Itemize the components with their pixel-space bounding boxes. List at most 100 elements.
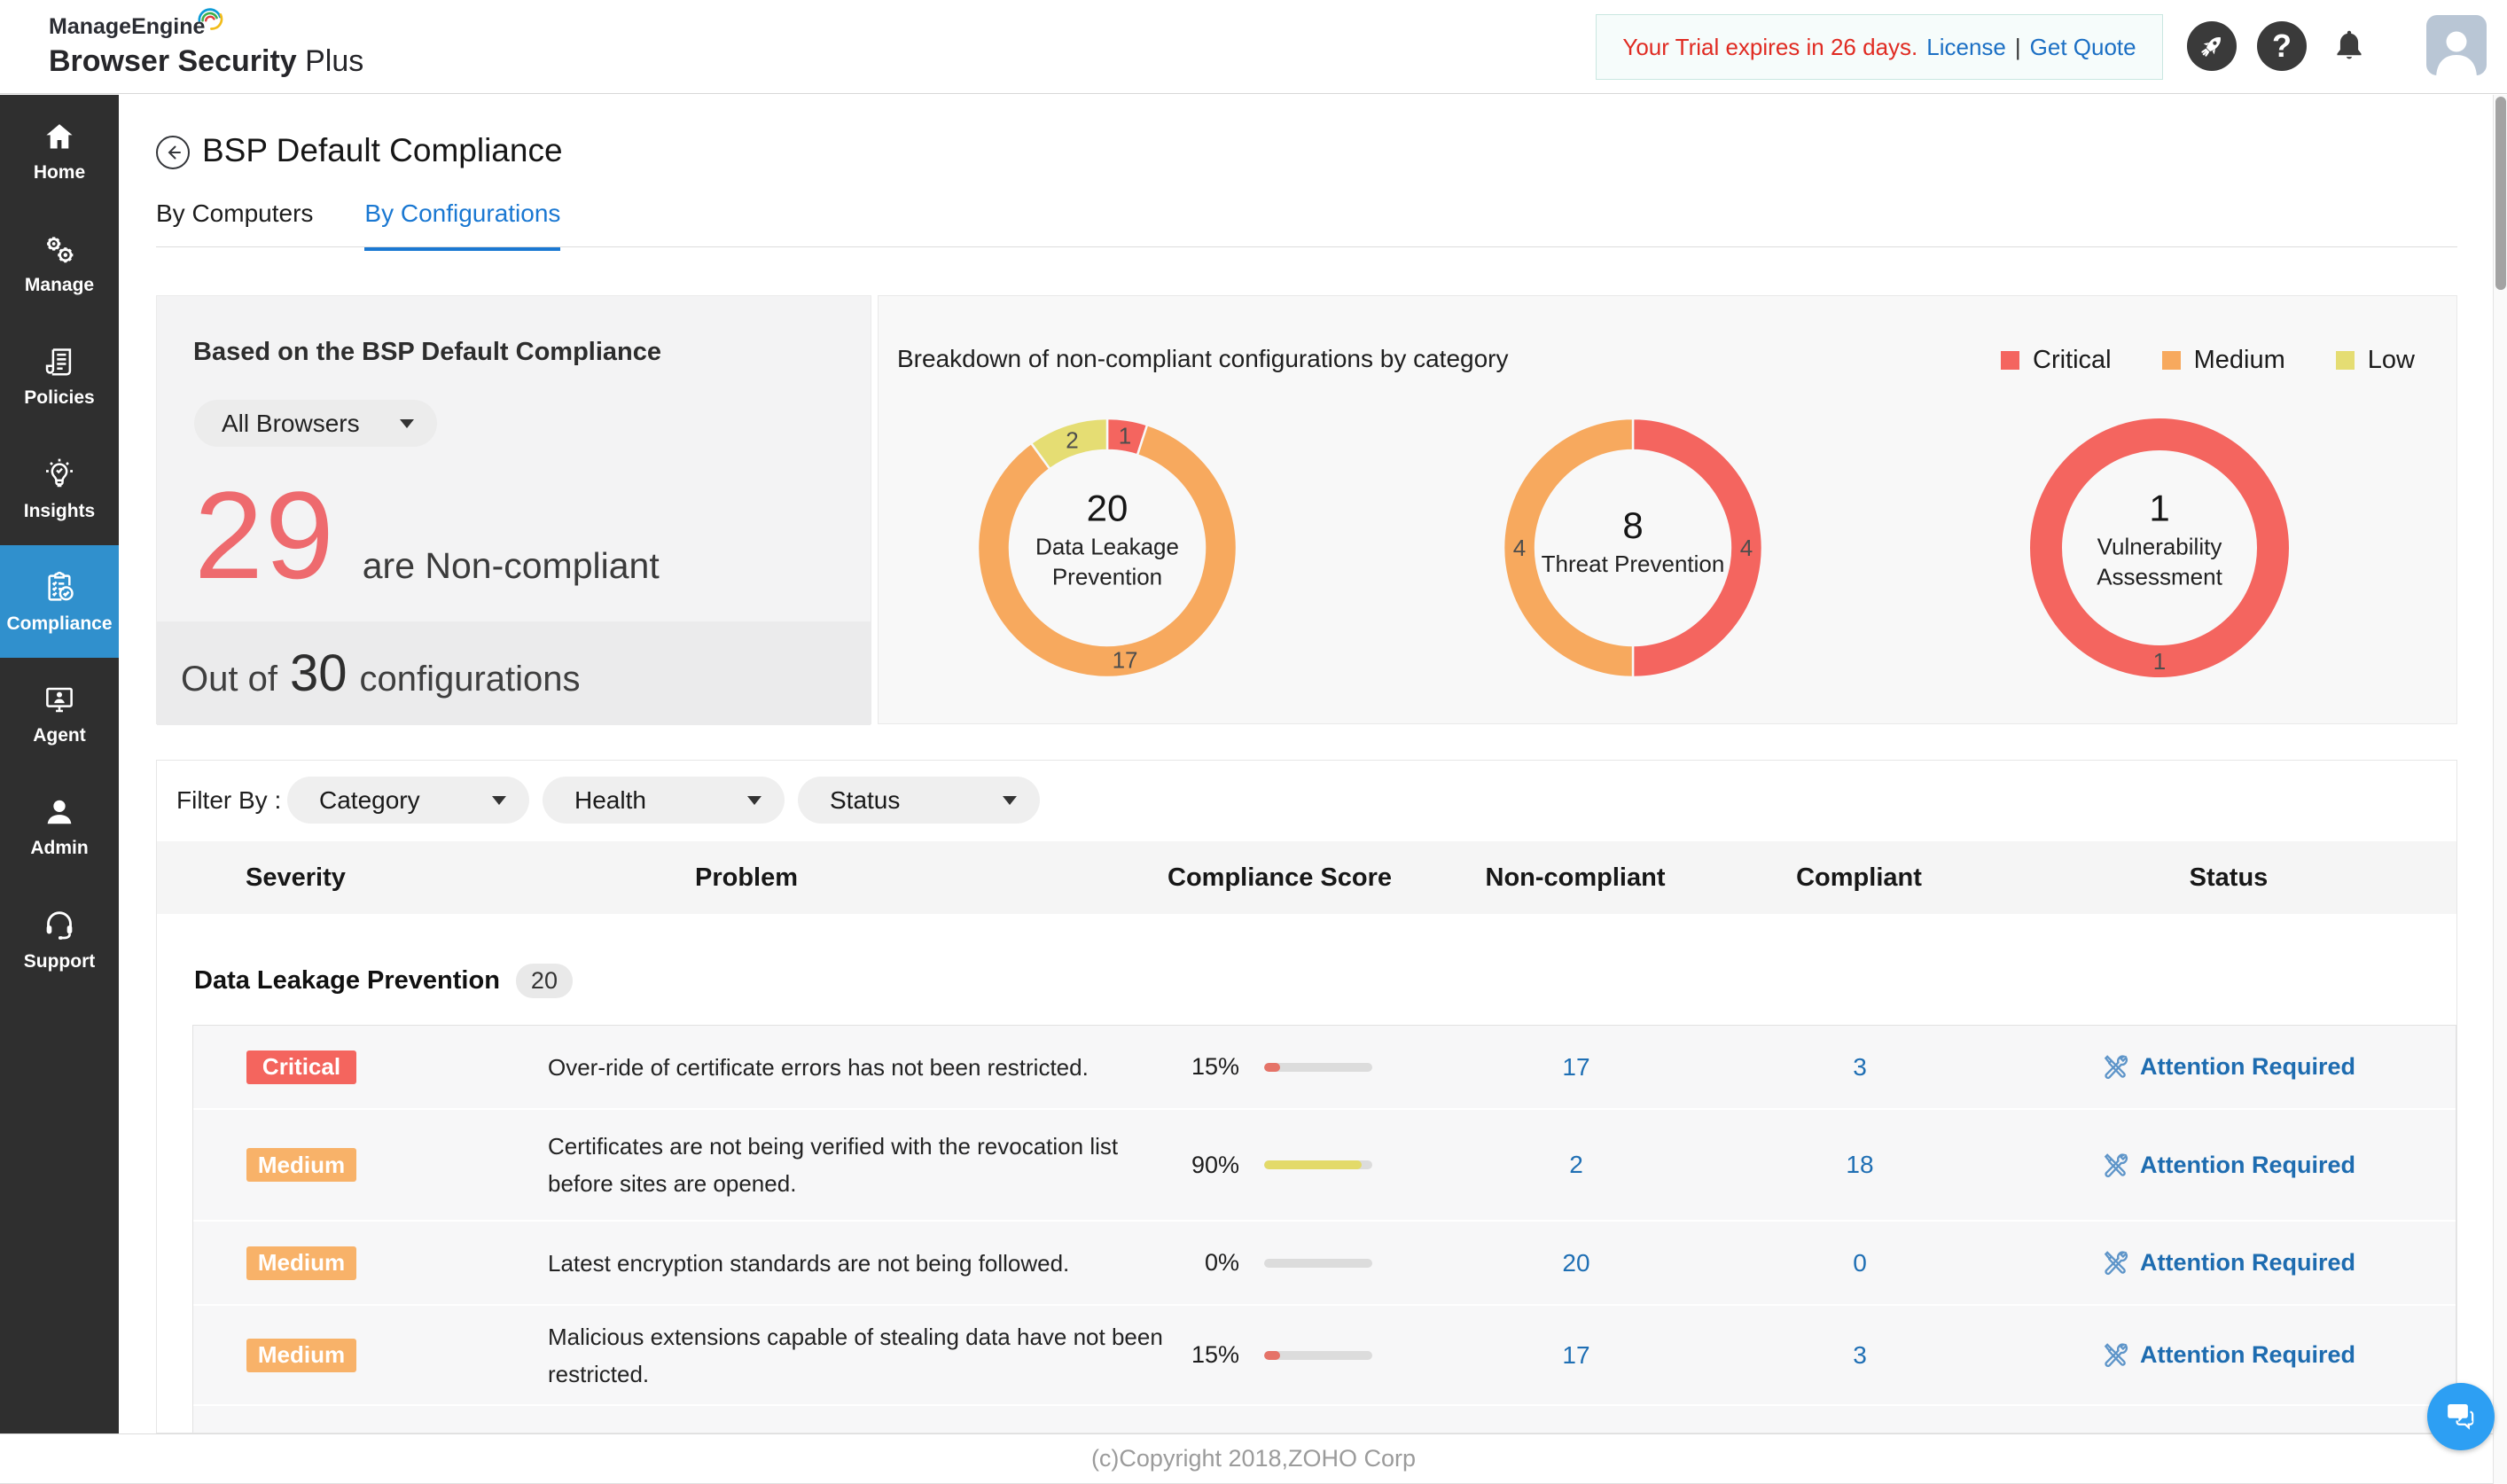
chart-title: Breakdown of non-compliant configuration… (897, 345, 1509, 372)
policies-icon (45, 348, 72, 376)
compliance-score-cell: 15% (1168, 1053, 1434, 1081)
sidebar-item-admin[interactable]: Admin (0, 770, 119, 883)
compliance-score-cell: 15% (1168, 1341, 1434, 1369)
sidebar-item-compliance[interactable]: Compliance (0, 545, 119, 658)
trial-separator: | (2014, 33, 2021, 60)
problem-text: Latest encryption standards are not bein… (548, 1249, 1070, 1277)
donut-category-label: Vulnerability Assessment (2097, 533, 2222, 590)
admin-icon (47, 800, 72, 824)
home-icon (46, 123, 73, 148)
compliant-count-link[interactable]: 18 (1846, 1151, 1874, 1178)
whats-new-button[interactable] (2187, 21, 2237, 71)
table-row[interactable]: Medium Certificates are not being verifie… (193, 1110, 2456, 1222)
license-link[interactable]: License (1926, 33, 2006, 60)
status-label: Attention Required (2140, 1249, 2355, 1276)
back-button[interactable] (156, 136, 190, 169)
tabs-divider (156, 246, 2457, 247)
notifications-button[interactable] (2324, 21, 2374, 71)
filter-bar: Filter By : Category Health Status (157, 761, 2456, 841)
svg-text:2: 2 (1066, 426, 1078, 453)
top-bar: ManageEngine Browser Security Plus Your … (0, 0, 2507, 94)
chat-button[interactable] (2427, 1383, 2495, 1450)
main-content: BSP Default Compliance By Computers By Co… (119, 95, 2493, 1433)
score-percent: 15% (1191, 1053, 1239, 1080)
sidebar-item-support[interactable]: Support (0, 883, 119, 996)
table-header-row: Severity Problem Compliance Score Non-compl… (192, 841, 2456, 914)
donut-center: 20 Data Leakage Prevention (1008, 487, 1207, 591)
manageengine-swirl-icon (198, 8, 223, 30)
status-action[interactable]: Attention Required (2102, 1341, 2355, 1369)
legend-label: Low (2367, 346, 2415, 374)
sidebar-item-policies[interactable]: Policies (0, 320, 119, 433)
donut-category-label: Data Leakage Prevention (1035, 533, 1179, 590)
filter-dropdown-category[interactable]: Category (287, 777, 529, 824)
user-avatar[interactable] (2426, 15, 2487, 75)
non-compliant-label: are Non-compliant (362, 545, 660, 586)
sidebar-item-label: Home (33, 161, 86, 183)
non-compliant-count-link[interactable]: 2 (1569, 1151, 1583, 1178)
filter-dropdown-health[interactable]: Health (543, 777, 785, 824)
total-count: 30 (289, 644, 348, 702)
severity-badge: Medium (246, 1338, 356, 1372)
sidebar-item-home[interactable]: Home (0, 95, 119, 207)
sidebar-item-manage[interactable]: Manage (0, 207, 119, 320)
table-header-band (157, 841, 2456, 914)
category-breakdown-panel: Breakdown of non-compliant configuration… (878, 295, 2457, 724)
legend-swatch (2161, 351, 2181, 370)
copyright-text: (c)Copyright 2018,ZOHO Corp (1090, 1445, 1417, 1472)
caret-down-icon (1003, 795, 1017, 805)
compliant-count-link[interactable]: 3 (1853, 1052, 1867, 1081)
filter-dropdowns: Category Health Status (287, 777, 1040, 824)
bell-icon (2337, 30, 2362, 59)
get-quote-link[interactable]: Get Quote (2029, 33, 2136, 60)
legend-item-medium: Medium (2161, 346, 2285, 375)
status-action[interactable]: Attention Required (2102, 1152, 2355, 1179)
sidebar-item-label: Manage (24, 274, 95, 295)
trial-banner: Your Trial expires in 26 days. License |… (1596, 14, 2163, 80)
total-suffix: configurations (359, 660, 581, 699)
donut-chart-2: 4 4 8 Threat Prevention (1500, 415, 1766, 681)
filter-dropdown-status[interactable]: Status (798, 777, 1040, 824)
browser-filter-dropdown[interactable]: All Browsers (194, 400, 437, 447)
filter-dropdown-value: Category (319, 785, 420, 814)
table-row[interactable]: Medium Malicious extensions capable of st… (193, 1306, 2456, 1406)
donut-svg: 44 (1502, 417, 1764, 679)
non-compliant-count: 29 (194, 465, 336, 605)
status-action[interactable]: Attention Required (2102, 1053, 2355, 1081)
logo-text: ManageEngine (49, 14, 206, 39)
rocket-icon (2201, 37, 2221, 57)
caret-down-icon (747, 795, 761, 805)
non-compliant-count-link[interactable]: 17 (1562, 1052, 1590, 1081)
compliance-icon (48, 571, 74, 601)
svg-text:4: 4 (1740, 535, 1753, 561)
manageengine-logo: ManageEngine Browser Security Plus (49, 8, 363, 79)
tools-icon (2104, 1055, 2128, 1080)
page-title: BSP Default Compliance (202, 132, 563, 168)
total-prefix: Out of (181, 660, 277, 699)
non-compliant-count-link[interactable]: 20 (1562, 1248, 1590, 1277)
help-button[interactable]: ? (2257, 21, 2307, 71)
status-label: Attention Required (2140, 1151, 2355, 1178)
sidebar-item-agent[interactable]: Agent (0, 658, 119, 770)
product-name-bold: Browser Security (49, 44, 297, 78)
score-progress-bar (1264, 1350, 1372, 1360)
column-header-non-compliant: Non-compliant (1485, 863, 1666, 892)
tools-icon (2104, 1152, 2128, 1177)
svg-text:17: 17 (1113, 646, 1138, 673)
table-row[interactable]: Medium Latest encryption standards are no… (193, 1222, 2456, 1306)
score-percent: 0% (1204, 1249, 1239, 1276)
table-row[interactable]: Critical Over-ride of certificate errors … (193, 1026, 2456, 1110)
vertical-scrollbar[interactable] (2493, 95, 2507, 1484)
non-compliant-count-link[interactable]: 17 (1562, 1340, 1590, 1369)
sidebar-item-insights[interactable]: Insights (0, 433, 119, 545)
person-silhouette-icon (2436, 31, 2477, 75)
tab-by-configurations[interactable]: By Configurations (364, 199, 561, 251)
compliant-count-link[interactable]: 0 (1853, 1248, 1867, 1277)
status-action[interactable]: Attention Required (2102, 1249, 2355, 1277)
tab-by-computers[interactable]: By Computers (156, 199, 314, 227)
donut-chart-3: 1 1 Vulnerability Assessment (2027, 415, 2292, 681)
scrollbar-thumb[interactable] (2495, 97, 2506, 290)
compliant-count-link[interactable]: 3 (1853, 1340, 1867, 1369)
severity-badge: Medium (246, 1246, 356, 1280)
svg-text:4: 4 (1513, 535, 1526, 561)
